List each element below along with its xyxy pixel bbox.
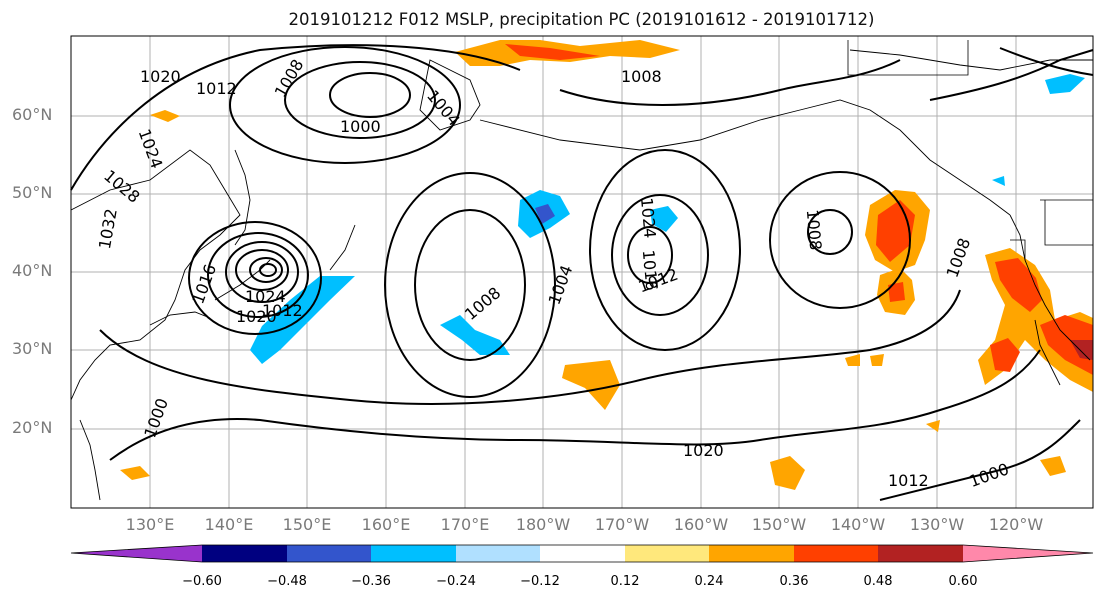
- lon-label: 180°W: [515, 515, 571, 534]
- colorbar-segment: [540, 545, 625, 562]
- isobar-label: 1016: [639, 249, 661, 291]
- lon-label: 150°W: [751, 515, 807, 534]
- isobar-label: 1012: [888, 471, 929, 490]
- colorbar-tick-label: 0.48: [863, 574, 893, 589]
- borders: [847, 40, 1093, 260]
- isobar-label: 1020: [236, 307, 277, 326]
- colorbar-tick-label: 0.36: [779, 574, 809, 589]
- isobars: [70, 44, 1094, 501]
- isobar-label: 1024: [637, 197, 659, 239]
- colorbar-tick-label: −0.24: [436, 574, 476, 589]
- colorbar-segment: [456, 545, 540, 562]
- lon-label: 130°W: [909, 515, 965, 534]
- map-frame: [70, 35, 1094, 509]
- isobar-label: 1008: [803, 209, 825, 251]
- colorbar-segment: [878, 545, 963, 562]
- lon-label: 120°W: [988, 515, 1044, 534]
- colorbar-extend-left: [71, 545, 202, 562]
- lon-label: 140°E: [204, 515, 254, 534]
- colorbar-extend-right: [963, 545, 1093, 562]
- colorbar-tick-label: −0.60: [182, 574, 222, 589]
- colorbar-outline: [70, 544, 1094, 563]
- isobar-label: 1012: [262, 301, 303, 320]
- lat-label: 50°N: [12, 183, 53, 202]
- isobar-label: 1008: [621, 67, 662, 86]
- colorbar-tick-label: −0.12: [520, 574, 560, 589]
- isobar-label: 1012: [196, 79, 237, 98]
- lat-label: 40°N: [12, 261, 53, 280]
- map-title: 2019101212 F012 MSLP, precipitation PC (…: [288, 10, 875, 29]
- colorbar-tick-label: 0.24: [694, 574, 724, 589]
- isobar-label: 1024: [245, 287, 286, 306]
- lon-label: 170°E: [440, 515, 490, 534]
- lon-label: 130°E: [125, 515, 175, 534]
- colorbar-segment: [625, 545, 709, 562]
- isobar-label: 1000: [340, 117, 381, 136]
- colorbar-segment: [202, 545, 287, 562]
- lon-label: 160°W: [673, 515, 729, 534]
- colorbar-tick-label: −0.36: [351, 574, 391, 589]
- colorbar-segment: [794, 545, 878, 562]
- lat-label: 20°N: [12, 418, 53, 437]
- colorbar-tick-label: −0.48: [267, 574, 307, 589]
- isobar-label: 1020: [140, 67, 181, 86]
- lon-label: 150°E: [282, 515, 332, 534]
- colorbar: [70, 544, 1094, 563]
- colorbar-tick-label: 0.60: [948, 574, 978, 589]
- colorbar-tick-label: 0.12: [610, 574, 640, 589]
- lon-label: 170°W: [594, 515, 650, 534]
- lon-label: 160°E: [361, 515, 411, 534]
- colorbar-segment: [371, 545, 456, 562]
- lon-label: 140°W: [830, 515, 886, 534]
- precip-shading: [120, 40, 1093, 490]
- lat-label: 60°N: [12, 105, 53, 124]
- lat-label: 30°N: [12, 339, 53, 358]
- colorbar-segment: [287, 545, 371, 562]
- colorbar-segment: [709, 545, 794, 562]
- isobar-label: 1020: [683, 441, 724, 460]
